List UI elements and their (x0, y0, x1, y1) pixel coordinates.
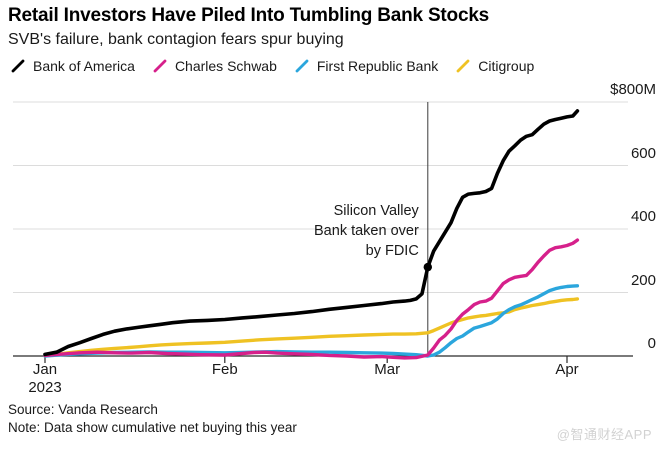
swatch-line (295, 59, 309, 73)
y-tick-label-0: 0 (647, 335, 656, 352)
annotation-line-1: Silicon Valley (333, 203, 419, 219)
legend-label: Citigroup (478, 58, 535, 74)
chart-subtitle: SVB's failure, bank contagion fears spur… (8, 31, 344, 48)
annotation-line-3: by FDIC (365, 243, 419, 259)
x-tick-label-apr: Apr (555, 361, 579, 378)
line-charles-schwab (43, 238, 580, 360)
annotation-line-2: Bank taken over (314, 223, 419, 239)
legend-label: Charles Schwab (174, 58, 277, 74)
x-tick-label-mar: Mar (374, 361, 401, 378)
line-swatch-icon (153, 59, 167, 73)
y-tick-label-600: 600 (630, 144, 656, 162)
note-text: Note: Data show cumulative net buying th… (8, 420, 297, 435)
y-tick-label-400: 400 (630, 208, 656, 225)
source-text: Source: Vanda Research (8, 402, 158, 417)
legend-label: Bank of America (33, 58, 135, 74)
line-first-republic-bank (43, 284, 580, 358)
swatch-line (11, 59, 25, 73)
chart-title: Retail Investors Have Piled Into Tumblin… (8, 5, 490, 26)
legend-item-charles-schwab: Charles Schwab (152, 58, 277, 74)
legend-item-citigroup: Citigroup (455, 58, 534, 74)
watermark-text: @智通财经APP (556, 427, 652, 442)
line-swatch-icon (11, 59, 25, 73)
chart-legend: Bank of America Charles Schwab First Rep… (10, 58, 534, 74)
line-swatch-icon (295, 59, 309, 73)
line-bank-of-america (43, 109, 580, 357)
svb-annotation: Silicon Valley Bank taken over by FDIC (314, 201, 419, 261)
y-tick-label-200: 200 (630, 271, 656, 289)
svb-event-marker-dot (423, 262, 432, 272)
y-tick-label-800: $800M (610, 81, 656, 98)
x-tick-label-feb: Feb (211, 361, 238, 378)
line-swatch-icon (456, 59, 470, 73)
x-tick-label-jan: Jan (32, 361, 58, 378)
legend-item-first-republic: First Republic Bank (294, 58, 438, 74)
x-axis-year-label: 2023 (28, 379, 62, 396)
swatch-line (153, 59, 167, 73)
swatch-line (456, 59, 470, 73)
legend-item-bank-of-america: Bank of America (10, 58, 135, 74)
line-citigroup (43, 297, 580, 358)
legend-label: First Republic Bank (316, 58, 439, 74)
